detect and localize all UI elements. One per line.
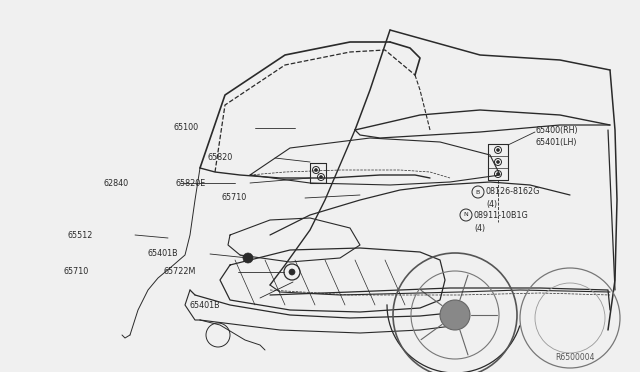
Circle shape (497, 161, 499, 163)
Text: 65401B: 65401B (189, 301, 220, 310)
Text: 65820E: 65820E (176, 179, 206, 187)
Circle shape (243, 253, 253, 263)
Circle shape (319, 176, 323, 179)
Text: 65512: 65512 (68, 231, 93, 240)
Circle shape (315, 169, 317, 171)
Text: 65401(LH): 65401(LH) (536, 138, 577, 147)
Text: 08911-10B1G: 08911-10B1G (474, 211, 529, 219)
Text: 65100: 65100 (173, 124, 198, 132)
Circle shape (289, 269, 295, 275)
Text: 08126-8162G: 08126-8162G (486, 187, 540, 196)
Text: 65722M: 65722M (163, 267, 195, 276)
Text: 65820: 65820 (208, 154, 233, 163)
Text: 65401B: 65401B (148, 250, 179, 259)
Text: 65400(RH): 65400(RH) (536, 125, 579, 135)
Text: N: N (463, 212, 468, 218)
Text: B: B (476, 189, 480, 195)
Text: 65710: 65710 (63, 267, 88, 276)
Circle shape (497, 148, 499, 151)
Text: (4): (4) (486, 201, 497, 209)
Circle shape (497, 173, 499, 176)
Text: 65710: 65710 (222, 193, 247, 202)
Text: (4): (4) (474, 224, 485, 232)
Text: R6500004: R6500004 (556, 353, 595, 362)
Text: 62840: 62840 (103, 179, 128, 187)
Circle shape (440, 300, 470, 330)
